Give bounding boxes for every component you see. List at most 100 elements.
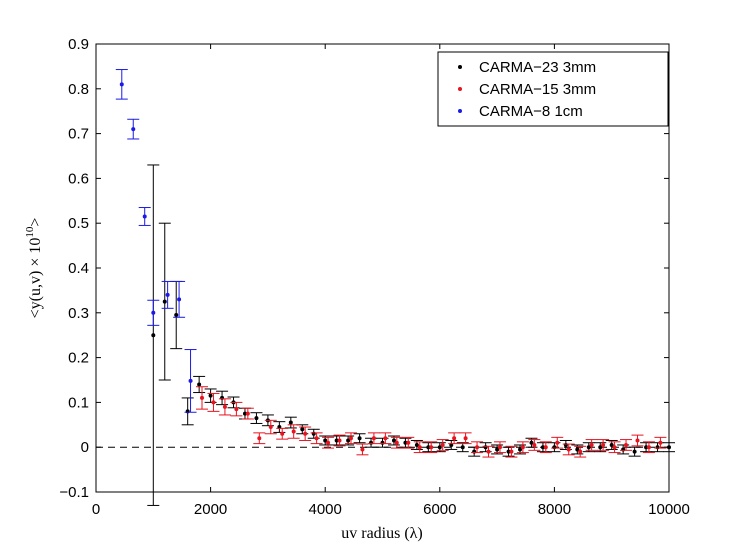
data-point xyxy=(208,393,213,398)
data-point xyxy=(391,438,396,443)
data-point xyxy=(646,445,651,450)
data-point xyxy=(429,445,434,450)
data-point xyxy=(540,445,545,450)
data-point xyxy=(520,445,525,450)
series-2 xyxy=(115,69,197,413)
data-point xyxy=(151,333,156,338)
data-point xyxy=(624,442,629,447)
data-point xyxy=(300,427,305,432)
data-point xyxy=(197,382,202,387)
data-point xyxy=(552,445,557,450)
y-tick-label: 0.5 xyxy=(68,215,89,232)
y-axis-label-exponent: 10 xyxy=(24,226,36,238)
data-point xyxy=(555,440,560,445)
data-point xyxy=(658,440,663,445)
data-point xyxy=(323,438,328,443)
data-point xyxy=(532,442,537,447)
data-point xyxy=(452,436,457,441)
legend-label-carma-8: CARMA−8 1cm xyxy=(479,103,583,120)
y-tick-label: 0.7 xyxy=(68,126,89,143)
data-point xyxy=(254,416,259,421)
data-point xyxy=(142,214,147,219)
y-tick-label: −0.1 xyxy=(59,484,89,501)
series-0 xyxy=(147,164,675,506)
data-point xyxy=(188,378,193,383)
data-point xyxy=(632,449,637,454)
data-point xyxy=(667,445,671,450)
data-point xyxy=(506,449,511,454)
data-point xyxy=(518,447,523,452)
x-tick-label: 8000 xyxy=(538,501,571,518)
y-tick-label: 0.1 xyxy=(68,394,89,411)
data-point xyxy=(348,436,353,441)
data-point xyxy=(529,440,534,445)
data-point xyxy=(162,299,167,304)
data-point xyxy=(326,440,331,445)
data-point xyxy=(211,400,216,405)
y-tick-label: 0 xyxy=(81,439,89,456)
data-point xyxy=(417,445,422,450)
data-point xyxy=(119,82,124,87)
data-point xyxy=(543,445,548,450)
data-point xyxy=(440,442,445,447)
series-1 xyxy=(196,386,667,458)
data-point xyxy=(497,445,502,450)
data-point xyxy=(185,409,190,414)
data-point xyxy=(495,447,500,452)
data-point xyxy=(288,420,293,425)
data-point xyxy=(483,445,488,450)
ticks: 0 2000 4000 6000 8000 10000−0.100.10.20.30.40… xyxy=(59,36,689,518)
data-point xyxy=(291,429,296,434)
data-point xyxy=(280,431,285,436)
data-point xyxy=(151,310,156,315)
y-tick-label: 0.8 xyxy=(68,81,89,98)
data-point xyxy=(509,449,514,454)
data-point xyxy=(268,425,273,430)
data-point xyxy=(655,445,660,450)
data-point xyxy=(337,438,342,443)
x-tick-label: 2000 xyxy=(194,501,227,518)
data-point xyxy=(644,445,649,450)
data-point xyxy=(200,395,205,400)
data-point xyxy=(174,313,179,318)
x-tick-label: 10000 xyxy=(648,501,690,518)
data-point xyxy=(635,438,640,443)
x-tick-label: 6000 xyxy=(423,501,456,518)
data-point xyxy=(463,436,468,441)
data-point xyxy=(426,445,431,450)
data-point xyxy=(314,436,319,441)
data-point xyxy=(406,440,411,445)
data-point xyxy=(177,297,182,302)
data-point xyxy=(357,436,362,441)
data-point xyxy=(601,442,606,447)
data-point xyxy=(369,440,374,445)
data-point xyxy=(472,449,477,454)
data-point xyxy=(437,445,442,450)
data-point xyxy=(460,445,465,450)
data-point xyxy=(131,127,136,132)
data-point xyxy=(578,449,583,454)
data-point xyxy=(380,440,385,445)
data-point xyxy=(621,447,626,452)
legend-marker-carma-8 xyxy=(458,109,462,113)
data-point xyxy=(475,445,480,450)
data-point xyxy=(234,407,239,412)
data-point xyxy=(242,411,247,416)
x-tick-label: 0 xyxy=(92,501,100,518)
y-tick-label: 0.9 xyxy=(68,36,89,53)
data-point xyxy=(414,442,419,447)
data-point xyxy=(566,447,571,452)
data-point xyxy=(394,440,399,445)
legend: CARMA−23 3mm CARMA−15 3mm CARMA−8 1cm xyxy=(437,51,669,127)
data-point xyxy=(360,447,365,452)
y-tick-label: 0.2 xyxy=(68,350,89,367)
x-tick-label: 4000 xyxy=(309,501,342,518)
data-point xyxy=(257,436,262,441)
y-tick-label: 0.6 xyxy=(68,170,89,187)
legend-label-carma-23: CARMA−23 3mm xyxy=(479,59,596,76)
y-axis-label-suffix: > xyxy=(27,218,44,227)
legend-marker-carma-15 xyxy=(458,87,462,91)
y-tick-label: 0.4 xyxy=(68,260,89,277)
